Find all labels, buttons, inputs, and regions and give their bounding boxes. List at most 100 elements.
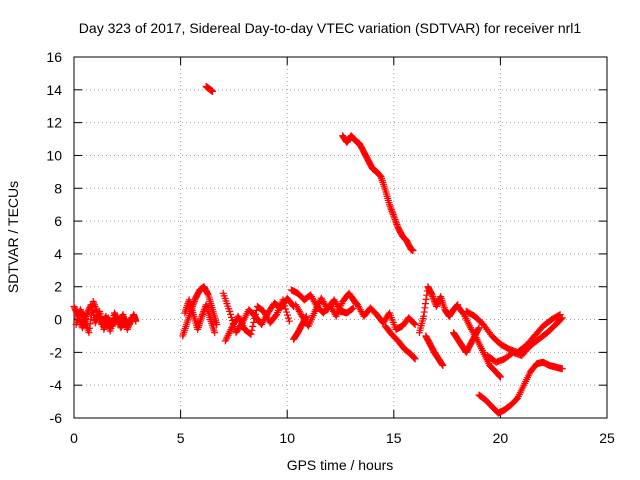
data-point [248, 326, 256, 334]
y-tick-label: 0 [54, 312, 62, 328]
y-tick-label: -4 [50, 377, 63, 393]
data-point [95, 312, 103, 320]
y-tick-label: -6 [50, 410, 63, 426]
series-tail-16-17h [422, 332, 447, 369]
data-point [125, 322, 133, 330]
y-tick-label: 14 [46, 82, 62, 98]
data-point [247, 330, 255, 338]
data-point [279, 296, 287, 304]
data-point [87, 315, 95, 323]
x-tick-label: 0 [70, 430, 78, 446]
data-point [123, 325, 131, 333]
data-point [429, 294, 437, 302]
data-point [390, 212, 398, 220]
series-rise-18-23h [462, 307, 564, 356]
data-point [93, 307, 101, 315]
data-point [349, 304, 357, 312]
data-point [92, 306, 100, 314]
axis-ticks: 0 5 10 15 20 25 -6 -4 -2 0 2 4 6 8 10 12 14 16 [46, 49, 615, 446]
data-point [557, 315, 565, 323]
data-point [429, 293, 437, 301]
data-point [421, 300, 429, 308]
data-point [226, 307, 234, 315]
data-point [88, 306, 96, 314]
data-point [390, 214, 398, 222]
series-band-13-16h [347, 293, 419, 333]
data-point [386, 202, 394, 210]
data-point [128, 314, 136, 322]
data-point [80, 314, 88, 322]
series-steady-18-20h [449, 324, 483, 356]
data-point [95, 314, 103, 322]
data-point [392, 217, 400, 225]
data-point [389, 209, 397, 217]
data-point [249, 322, 257, 330]
data-point [387, 204, 395, 212]
data-point [124, 324, 132, 332]
series-trough-19-23h [475, 358, 566, 417]
data-point [422, 295, 430, 303]
data-point [420, 312, 428, 320]
data-point [86, 324, 94, 332]
y-tick-label: 12 [46, 115, 62, 131]
series-arc-5-7h-b [181, 296, 219, 337]
data-point [252, 310, 260, 318]
x-tick-label: 15 [386, 430, 402, 446]
y-tick-label: 4 [54, 246, 62, 262]
data-point [283, 308, 291, 316]
data-point [126, 317, 134, 325]
y-tick-label: -2 [50, 344, 63, 360]
data-point [89, 297, 97, 305]
data-point [93, 309, 101, 317]
plot-frame [73, 56, 608, 419]
data-point [125, 320, 133, 328]
data-point [439, 361, 447, 369]
x-axis-title: GPS time / hours [287, 457, 394, 473]
data-point [387, 206, 395, 214]
data-point [90, 301, 98, 309]
y-tick-label: 6 [54, 213, 62, 229]
data-point [91, 302, 99, 310]
data-point [558, 365, 566, 373]
data-point [86, 320, 94, 328]
data-point [284, 311, 292, 319]
series-trend-15-16h [381, 322, 419, 363]
data-point [496, 372, 504, 380]
data-point [420, 308, 428, 316]
data-point [127, 316, 135, 324]
data-point [87, 311, 95, 319]
data-point [438, 361, 446, 369]
x-tick-label: 25 [599, 430, 615, 446]
data-point [85, 329, 93, 337]
data-point [227, 310, 235, 318]
data-point [92, 304, 100, 312]
data-point [281, 302, 289, 310]
data-point [198, 312, 206, 320]
series-mid-19-23h [484, 314, 566, 366]
data-point [90, 299, 98, 307]
series-high-14 [202, 83, 217, 95]
y-tick-label: 8 [54, 180, 62, 196]
data-point [391, 215, 399, 223]
data-point [282, 305, 290, 313]
data-point [495, 372, 503, 380]
data-point [211, 329, 219, 337]
data-point [474, 325, 482, 333]
data-point [393, 220, 401, 228]
data-point [204, 290, 212, 298]
data-point [558, 314, 566, 322]
series-band-7-10h-b [221, 296, 293, 345]
data-point [496, 373, 504, 381]
data-point [285, 317, 293, 325]
data-point [475, 324, 483, 332]
x-tick-label: 10 [279, 430, 295, 446]
data-point [209, 87, 217, 95]
series-cluster-0-3h-b [72, 297, 136, 337]
data-point [392, 219, 400, 227]
series-band-10-13h-b [292, 294, 357, 330]
data-point [428, 291, 436, 299]
data-point [251, 314, 259, 322]
series-arc-16-18h [415, 283, 462, 337]
data-point [388, 207, 396, 215]
